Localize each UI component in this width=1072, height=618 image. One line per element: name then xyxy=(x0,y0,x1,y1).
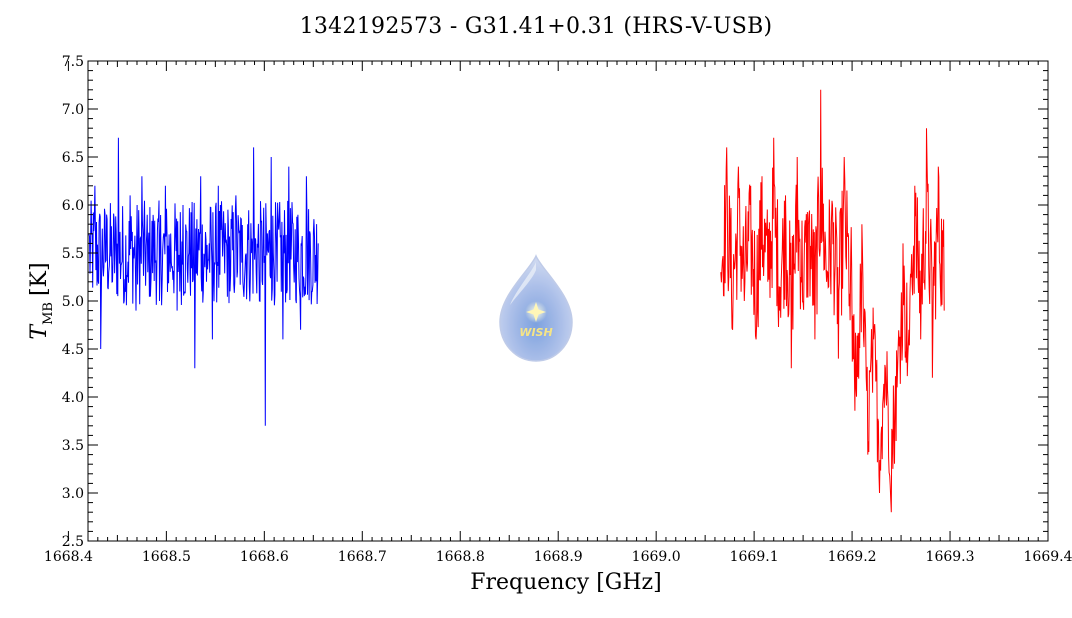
x-tick-label: 1669.3 xyxy=(926,549,975,565)
x-tick-label: 1668.8 xyxy=(436,549,485,565)
y-axis-label-group: TMB [K] xyxy=(27,262,56,339)
x-tick-label: 1669.2 xyxy=(828,549,877,565)
y-tick-label: 6.0 xyxy=(62,198,84,214)
y-tick-label: 7.5 xyxy=(62,54,84,70)
y-axis-label-sub: MB xyxy=(41,302,56,325)
x-tick-label: 1669.1 xyxy=(730,549,779,565)
y-tick-label: 5.5 xyxy=(62,246,84,262)
y-tick-label: 2.5 xyxy=(62,534,84,550)
x-tick-label: 1668.4 xyxy=(44,549,93,565)
x-tick-label: 1669.4 xyxy=(1024,549,1072,565)
x-tick-label: 1668.5 xyxy=(142,549,191,565)
y-axis-label-main: T xyxy=(27,323,52,340)
y-axis-label: TMB [K] xyxy=(27,262,56,339)
y-tick-label: 3.5 xyxy=(62,438,84,454)
wish-logo-text: WISH xyxy=(519,326,552,339)
y-axis-label-unit: [K] xyxy=(27,262,52,296)
series-layer xyxy=(88,89,945,513)
x-tick-label: 1669.0 xyxy=(632,549,681,565)
y-tick-label: 4.5 xyxy=(62,342,84,358)
y-tick-label: 5.0 xyxy=(62,294,84,310)
x-tick-label: 1668.9 xyxy=(534,549,583,565)
y-tick-label: 6.5 xyxy=(62,150,84,166)
wish-logo: WISH xyxy=(499,254,573,362)
x-tick-label: 1668.7 xyxy=(338,549,387,565)
x-axis-label: Frequency [GHz] xyxy=(470,570,662,595)
x-tick-label: 1668.6 xyxy=(240,549,289,565)
series-line-1 xyxy=(88,137,319,426)
labels-layer: 1668.4 1668.5 1668.6 1668.7 1668.8 1668.9 1669… xyxy=(44,54,1072,565)
y-tick-label: 4.0 xyxy=(62,390,84,406)
series-line-2 xyxy=(720,89,945,513)
y-tick-label: 3.0 xyxy=(62,486,84,502)
ticks-layer xyxy=(67,60,1049,542)
chart-title: 1342192573 - G31.41+0.31 (HRS-V-USB) xyxy=(299,14,773,39)
y-tick-label: 7.0 xyxy=(62,102,84,118)
